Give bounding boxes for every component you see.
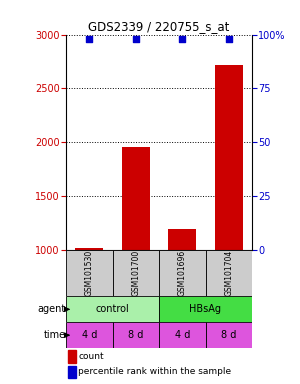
Bar [66, 250, 112, 296]
Point [226, 36, 231, 42]
Bar [112, 250, 159, 296]
Text: GSM101530: GSM101530 [85, 250, 94, 296]
Text: 8 d: 8 d [221, 330, 236, 340]
Bar [122, 147, 150, 250]
Bar [66, 296, 159, 322]
Bar [159, 250, 206, 296]
Bar [206, 250, 252, 296]
Bar [215, 65, 243, 250]
Text: 4 d: 4 d [175, 330, 190, 340]
Bar [206, 322, 252, 348]
Text: control: control [96, 304, 129, 314]
Bar [68, 366, 76, 378]
Text: agent: agent [38, 304, 66, 314]
Bar [75, 248, 103, 250]
Bar [112, 322, 159, 348]
Title: GDS2339 / 220755_s_at: GDS2339 / 220755_s_at [88, 20, 230, 33]
Text: GSM101696: GSM101696 [178, 250, 187, 296]
Point [133, 36, 138, 42]
Point [87, 36, 92, 42]
Point [180, 36, 185, 42]
Text: percentile rank within the sample: percentile rank within the sample [78, 367, 231, 376]
Text: 8 d: 8 d [128, 330, 143, 340]
Text: GSM101700: GSM101700 [131, 250, 140, 296]
Text: count: count [78, 352, 104, 361]
Bar [66, 322, 112, 348]
Bar [168, 228, 196, 250]
Text: time: time [44, 330, 66, 340]
Text: 4 d: 4 d [82, 330, 97, 340]
Text: HBsAg: HBsAg [190, 304, 221, 314]
Bar [159, 322, 206, 348]
Text: GSM101704: GSM101704 [224, 250, 233, 296]
Bar [159, 296, 252, 322]
Bar [68, 350, 76, 362]
